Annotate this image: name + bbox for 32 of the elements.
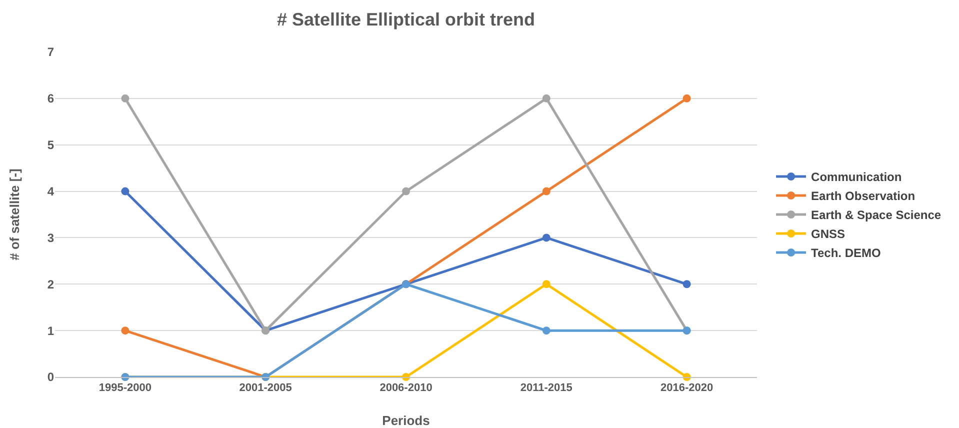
point [542, 94, 550, 102]
point [682, 94, 691, 102]
y-tick-label: 6 [47, 92, 54, 106]
y-tick-label: 4 [47, 184, 54, 198]
point [682, 280, 691, 288]
legend-label: Earth Observation [811, 189, 916, 204]
legend-label: Tech. DEMO [811, 246, 881, 260]
point [542, 234, 550, 242]
x-tick-label: 2006-2010 [380, 382, 432, 394]
point [121, 187, 130, 196]
y-tick-label: 1 [47, 324, 54, 338]
point [402, 187, 410, 196]
y-axis-title: # of satellite [-] [7, 168, 22, 260]
point [542, 280, 550, 288]
y-tick-label: 2 [47, 277, 54, 292]
point [542, 326, 550, 335]
y-tick-label: 0 [47, 370, 54, 384]
x-tick-label: 2011-2015 [520, 382, 572, 394]
point [121, 94, 130, 102]
point [542, 187, 550, 196]
legend-label: Earth & Space Science [811, 208, 942, 222]
point [121, 326, 130, 335]
y-tick-label: 3 [47, 230, 54, 245]
chart-title: # Satellite Elliptical orbit trend [276, 9, 536, 30]
legend-label: GNSS [811, 227, 846, 242]
y-tick-label: 5 [47, 138, 54, 152]
x-tick-label: 1995-2000 [98, 382, 152, 394]
x-tick-label: 2016-2020 [660, 382, 714, 394]
x-axis-title: Periods [382, 413, 430, 428]
legend-label: Communication [811, 170, 902, 184]
y-tick-label: 7 [47, 45, 54, 60]
x-tick-label: 2001-2005 [239, 382, 292, 394]
